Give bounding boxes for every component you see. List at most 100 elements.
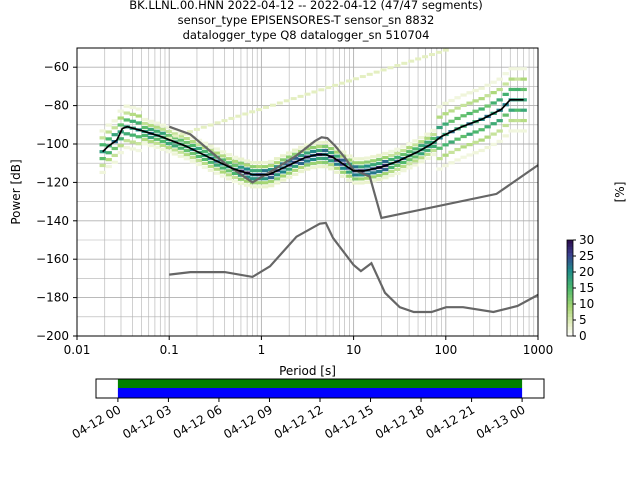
colorbar-segment <box>567 265 573 270</box>
heatmap-cell <box>394 147 401 151</box>
heatmap-cell <box>394 163 401 167</box>
colorbar-tick-label: 25 <box>579 249 594 263</box>
heatmap-cell <box>105 164 112 169</box>
heatmap-cell <box>358 177 365 181</box>
heatmap-cell <box>231 155 239 159</box>
heatmap-cell <box>358 181 365 185</box>
heatmap-cell <box>235 114 242 118</box>
heatmap-cell <box>159 123 167 127</box>
heatmap-cell <box>388 157 395 162</box>
heatmap-cell <box>316 156 323 161</box>
heatmap-cell <box>472 140 479 144</box>
heatmap-cell <box>292 148 299 152</box>
heatmap-cell <box>304 159 311 163</box>
heatmap-cell <box>177 146 185 150</box>
heatmap-cell <box>428 53 435 57</box>
y-tick-label: −120 <box>36 175 69 189</box>
heatmap-cell <box>117 109 124 113</box>
heatmap-cell <box>430 144 437 149</box>
colorbar-segment <box>567 291 573 295</box>
heatmap-cell <box>448 119 455 123</box>
heatmap-cell <box>430 152 437 157</box>
y-tick-label: −60 <box>44 60 69 74</box>
heatmap-cell <box>496 119 503 123</box>
heatmap-cell <box>442 163 449 168</box>
heatmap-cell <box>394 171 401 176</box>
x-axis-label: Period [s] <box>279 364 336 378</box>
heatmap-cell <box>135 114 142 118</box>
heatmap-cell <box>141 121 148 126</box>
heatmap-cell <box>159 147 167 152</box>
heatmap-cell <box>408 59 415 63</box>
heatmap-cell <box>502 92 509 96</box>
heatmap-cell <box>394 167 401 172</box>
heatmap-cell <box>352 173 359 177</box>
heatmap-cell <box>255 161 263 165</box>
y-tick-label: −180 <box>36 291 69 305</box>
heatmap-cell <box>460 103 467 108</box>
coverage-tick-label: 04-12 03 <box>120 402 174 441</box>
heatmap-cell <box>448 150 455 154</box>
heatmap-cell <box>400 144 407 149</box>
heatmap-cell <box>171 132 179 136</box>
heatmap-cell <box>454 96 461 100</box>
colorbar-segment <box>567 294 573 298</box>
heatmap-cell <box>310 149 317 154</box>
colorbar-segment <box>567 329 573 334</box>
heatmap-cell <box>147 135 154 140</box>
heatmap-cell <box>346 158 353 162</box>
heatmap-cell <box>273 177 281 181</box>
heatmap-cell <box>159 139 167 143</box>
heatmap-cell <box>225 177 233 181</box>
heatmap-cell <box>346 170 353 174</box>
heatmap-cell <box>508 77 515 81</box>
colorbar-segment <box>567 278 573 282</box>
heatmap-cell <box>454 158 461 162</box>
colorbar-segment <box>567 323 573 327</box>
heatmap-cell <box>418 140 425 144</box>
heatmap-cell <box>279 158 287 162</box>
heatmap-cell <box>346 174 353 178</box>
heatmap-cell <box>520 108 527 112</box>
heatmap-cell <box>123 118 130 122</box>
coverage-tick-label: 04-13 00 <box>474 402 528 441</box>
heatmap-cell <box>141 134 148 138</box>
heatmap-cell <box>472 88 479 93</box>
heatmap-cell <box>147 123 154 127</box>
heatmap-cell <box>243 163 251 167</box>
heatmap-cell <box>430 132 437 137</box>
heatmap-cell <box>388 173 395 178</box>
heatmap-cell <box>273 161 281 165</box>
heatmap-cell <box>388 165 395 170</box>
heatmap-cell <box>135 121 142 125</box>
colorbar-segment <box>567 300 573 305</box>
heatmap-cell <box>219 150 227 154</box>
y-tick-label: −100 <box>36 137 69 151</box>
heatmap-cell <box>195 154 203 159</box>
heatmap-cell <box>153 125 160 129</box>
heatmap-cell <box>490 142 497 147</box>
heatmap-cell <box>261 165 269 169</box>
heatmap-cell <box>400 160 407 165</box>
heatmap-cell <box>159 127 167 131</box>
heatmap-cell <box>195 158 203 163</box>
colorbar-tick-label: 15 <box>579 281 594 295</box>
heatmap-cell <box>400 165 407 169</box>
heatmap-cell <box>502 123 509 128</box>
heatmap-cell <box>213 163 221 167</box>
heatmap-cell <box>129 119 136 123</box>
colorbar-tick-label: 5 <box>579 313 587 327</box>
heatmap-cell <box>448 98 455 103</box>
heatmap-cell <box>316 165 323 169</box>
heatmap-cell <box>370 175 377 179</box>
heatmap-cell <box>135 148 142 153</box>
heatmap-cell <box>129 105 136 110</box>
heatmap-cell <box>249 161 257 165</box>
heatmap-cell <box>376 177 383 182</box>
heatmap-cell <box>171 148 179 152</box>
heatmap-cell <box>304 163 311 167</box>
heatmap-cell <box>243 167 251 171</box>
heatmap-cell <box>346 178 353 182</box>
coverage-tick-label: 04-12 12 <box>272 402 326 441</box>
